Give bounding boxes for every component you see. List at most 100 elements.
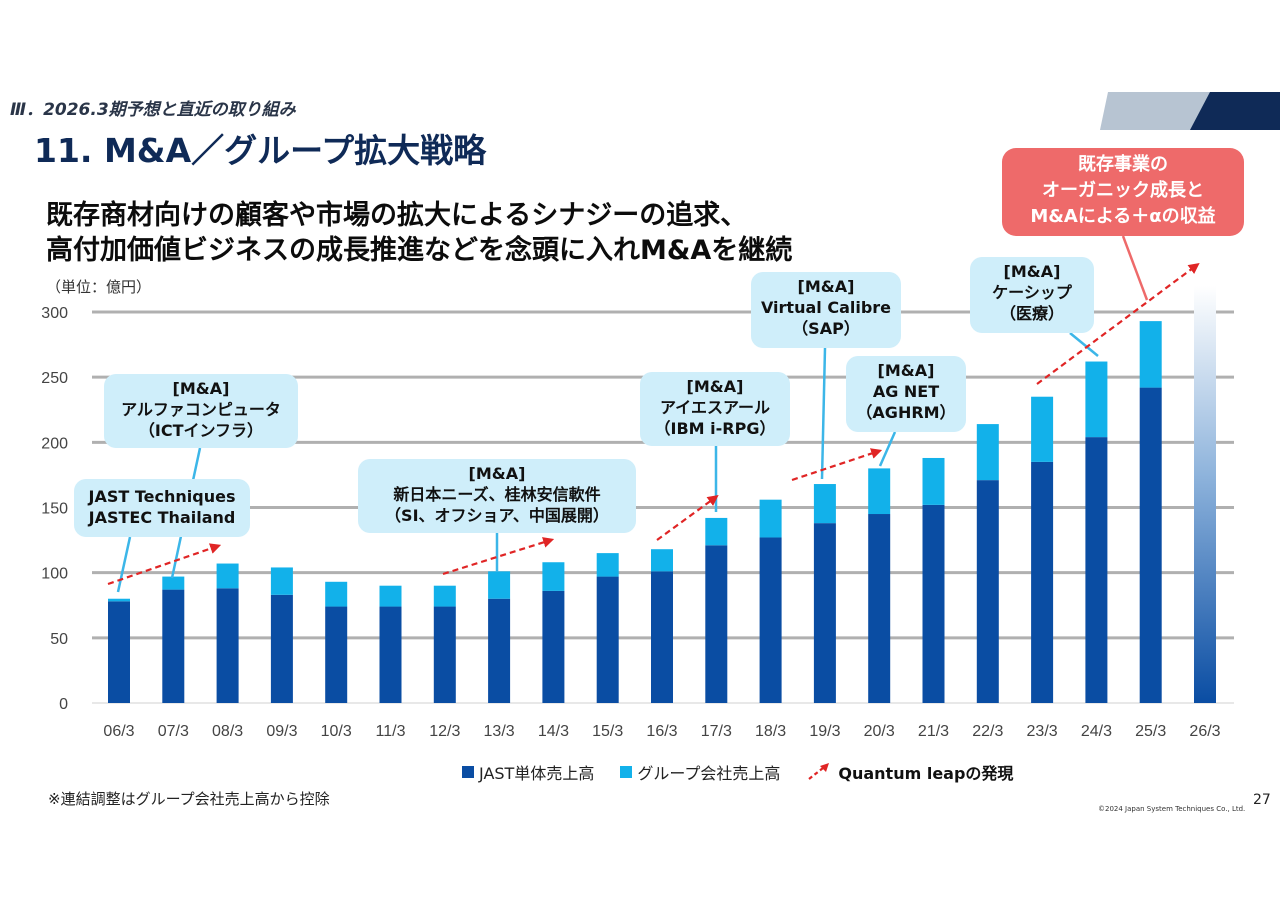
callout-connector	[1069, 332, 1099, 357]
legend-label-quantum-leap: Quantum leapの発現	[838, 764, 1014, 783]
x-tick-label: 16/3	[646, 723, 677, 740]
y-tick-label: 200	[41, 435, 68, 452]
bar-jast	[759, 537, 782, 703]
x-tick-label: 21/3	[918, 723, 949, 740]
bar-group	[216, 563, 239, 589]
x-tick-label: 23/3	[1027, 723, 1058, 740]
x-tick-label: 13/3	[484, 723, 515, 740]
x-tick-label: 17/3	[701, 723, 732, 740]
bar-group	[270, 567, 293, 595]
bar-jast	[270, 594, 293, 703]
callout-connector	[878, 431, 897, 467]
callout-shin-nihon-needs: [M&A] 新日本ニーズ、桂林安信軟件 （SI、オフショア、中国展開）	[358, 459, 636, 533]
y-tick-label: 100	[41, 566, 68, 583]
dashed-arrow-icon	[808, 763, 830, 780]
bar-group	[1031, 396, 1054, 462]
x-tick-label: 12/3	[429, 723, 460, 740]
bar-jast	[162, 589, 185, 703]
y-tick-label: 150	[41, 501, 68, 518]
legend-label-group: グループ会社売上高	[637, 764, 781, 783]
legend-swatch-group	[620, 766, 633, 778]
callout-connector	[116, 536, 132, 593]
bar-jast	[1139, 387, 1162, 703]
callout-alpha-computer-text: [M&A] アルファコンピュータ （ICTインフラ）	[121, 379, 281, 440]
callout-virtual-calibre-text: [M&A] Virtual Calibre （SAP）	[760, 277, 892, 338]
bar-group	[1139, 321, 1162, 388]
bar-jast	[1085, 437, 1108, 703]
bar-group	[596, 553, 619, 577]
quantum-leap-arrow	[1036, 263, 1200, 385]
bar-jast	[976, 480, 999, 703]
callout-jast-techniques: JAST Techniques JASTEC Thailand	[74, 479, 250, 537]
bar-jast	[433, 606, 456, 703]
bar-jast	[868, 514, 891, 703]
bar-group	[488, 571, 511, 599]
x-tick-label: 11/3	[376, 723, 406, 740]
bar-forecast	[1194, 285, 1216, 703]
x-tick-label: 15/3	[592, 723, 623, 740]
bar-jast	[651, 571, 673, 703]
callout-organic-growth: 既存事業の オーガニック成長と M&Aによる＋αの収益	[1002, 148, 1244, 236]
page-title: 11. M&A／グループ拡大戦略	[34, 131, 487, 170]
bar-jast	[922, 504, 945, 703]
bar-group	[379, 585, 402, 607]
bar-group	[433, 585, 456, 607]
bar-group	[108, 598, 130, 602]
chart-legend: JAST単体売上高 グループ会社売上高 Quantum leapの発現	[462, 760, 1039, 784]
bar-jast	[379, 606, 402, 703]
x-tick-label: 18/3	[755, 723, 786, 740]
x-tick-label: 10/3	[321, 723, 352, 740]
callout-connector	[1121, 235, 1149, 301]
bar-group	[759, 499, 782, 538]
callout-isr-text: [M&A] アイエスアール （IBM i-RPG）	[654, 377, 776, 438]
x-tick-label: 24/3	[1081, 723, 1112, 740]
callout-connector	[820, 347, 827, 480]
callout-ag-net: [M&A] AG NET （AGHRM）	[846, 356, 966, 432]
quantum-leap-arrow	[791, 448, 883, 482]
bar-group	[1085, 361, 1108, 438]
bar-group	[705, 517, 728, 546]
y-tick-label: 300	[41, 305, 68, 322]
x-tick-label: 14/3	[538, 723, 569, 740]
x-tick-label: 08/3	[212, 723, 243, 740]
legend-swatch-jast	[462, 766, 474, 778]
bar-jast	[488, 598, 511, 703]
bar-jast	[813, 523, 836, 703]
footnote: ※連結調整はグループ会社売上高から控除	[48, 790, 330, 808]
x-tick-label: 26/3	[1189, 723, 1220, 740]
bar-jast	[705, 545, 728, 703]
bar-jast	[108, 601, 130, 703]
quantum-leap-arrow	[656, 495, 719, 541]
bar-group	[325, 581, 348, 607]
callout-organic-growth-text: 既存事業の オーガニック成長と M&Aによる＋αの収益	[1030, 154, 1216, 227]
callout-alpha-computer: [M&A] アルファコンピュータ （ICTインフラ）	[104, 374, 298, 448]
bar-jast	[216, 588, 239, 703]
quantum-leap-arrow	[442, 537, 555, 576]
bar-group	[542, 562, 565, 591]
callout-ag-net-text: [M&A] AG NET （AGHRM）	[856, 361, 956, 422]
section-label: Ⅲ．2026.3期予想と直近の取り組み	[10, 100, 296, 120]
unit-label: （単位：億円）	[46, 278, 152, 296]
bar-group	[813, 484, 836, 524]
copyright: ©2024 Japan System Techniques Co., Ltd.	[1098, 805, 1246, 813]
x-tick-label: 19/3	[809, 723, 840, 740]
headline-line-1: 既存商材向けの顧客や市場の拡大によるシナジーの追求、	[46, 200, 748, 231]
x-tick-label: 06/3	[103, 723, 134, 740]
callout-virtual-calibre: [M&A] Virtual Calibre （SAP）	[751, 272, 901, 348]
x-tick-label: 25/3	[1135, 723, 1166, 740]
x-tick-label: 09/3	[266, 723, 297, 740]
legend-item-jast: JAST単体売上高	[462, 760, 594, 784]
bar-jast	[325, 606, 348, 703]
x-tick-label: 22/3	[972, 723, 1003, 740]
x-tick-label: 20/3	[864, 723, 895, 740]
callout-kship-text: [M&A] ケーシップ （医療）	[992, 262, 1072, 323]
bar-group	[162, 576, 185, 590]
legend-item-quantum-leap: Quantum leapの発現	[806, 760, 1013, 784]
headline-line-2: 高付加価値ビジネスの成長推進などを念頭に入れM&Aを継続	[46, 235, 793, 266]
callout-shin-nihon-needs-text: [M&A] 新日本ニーズ、桂林安信軟件 （SI、オフショア、中国展開）	[385, 464, 609, 525]
bar-jast	[1031, 461, 1054, 703]
callout-jast-techniques-text: JAST Techniques JASTEC Thailand	[88, 487, 236, 527]
header-decoration	[1100, 92, 1280, 130]
page-number: 27	[1253, 792, 1271, 808]
